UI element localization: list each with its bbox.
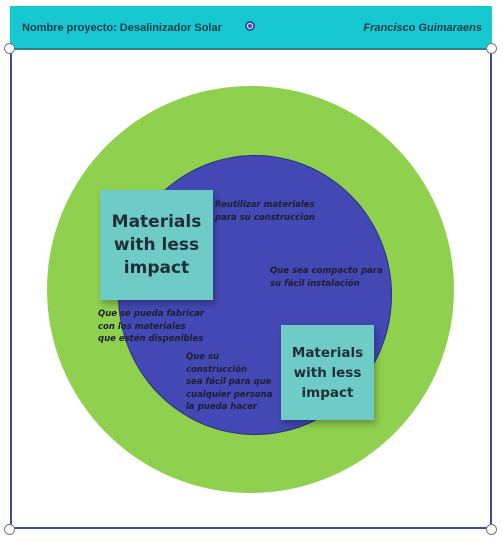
text-note[interactable]: Que sea compacto para su fácil instalaci…: [270, 266, 383, 289]
text-note[interactable]: Que su construcción sea fácil para que c…: [186, 352, 273, 412]
resize-handle-icon[interactable]: [486, 524, 497, 535]
author-name: Francisco Guimaraens: [363, 22, 482, 34]
sticky-note-text: Materials with less impact: [111, 211, 202, 278]
sticky-note[interactable]: Materials with less impact: [100, 190, 213, 300]
text-note[interactable]: Reutilizar materiales para su construcci…: [215, 200, 315, 223]
project-title: Nombre proyecto: Desalinizador Solar: [22, 22, 222, 34]
rotate-handle-icon[interactable]: [245, 21, 255, 31]
resize-handle-icon[interactable]: [4, 43, 15, 54]
sticky-note[interactable]: Materials with less impact: [281, 325, 374, 420]
sticky-note-text: Materials with less impact: [291, 344, 364, 401]
resize-handle-icon[interactable]: [4, 524, 15, 535]
resize-handle-icon[interactable]: [486, 43, 497, 54]
text-note[interactable]: Que se pueda fabricar con los materiales…: [98, 309, 205, 344]
